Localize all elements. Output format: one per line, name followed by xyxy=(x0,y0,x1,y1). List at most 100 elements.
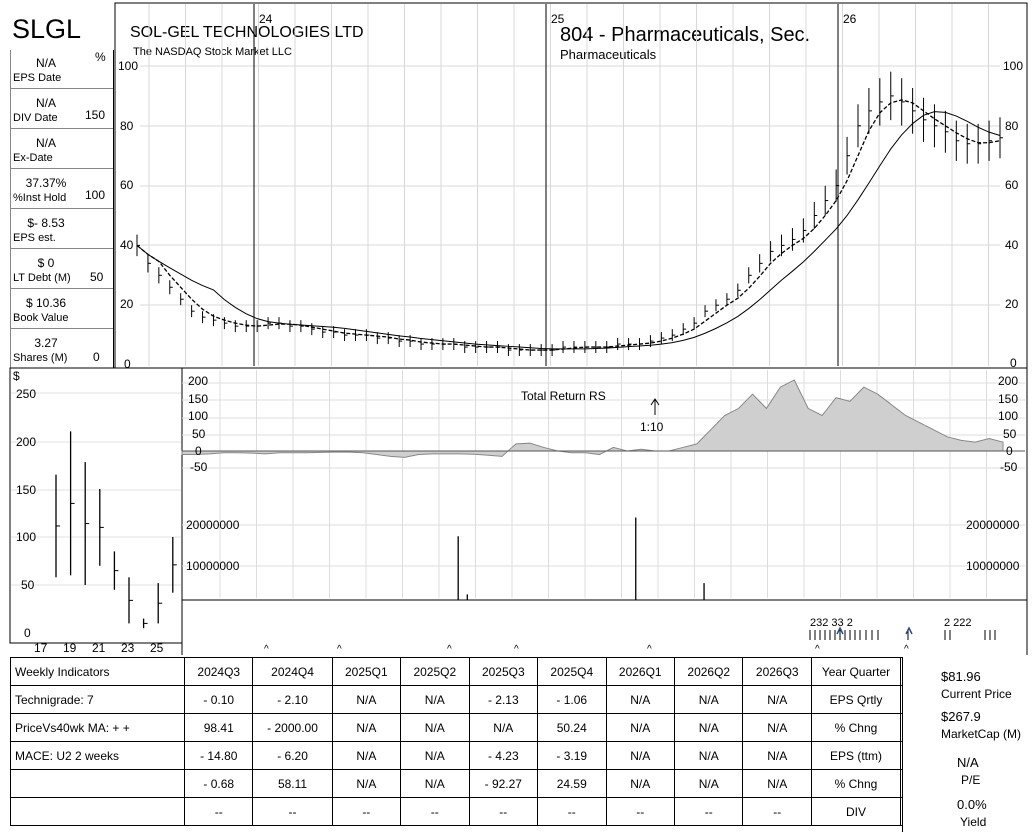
exchange-name: The NASDAQ Stock Market LLC xyxy=(133,46,292,58)
quarter-header: 2026Q1 xyxy=(605,657,676,686)
pct-tick: 50 xyxy=(90,270,104,284)
row-label xyxy=(10,797,185,826)
table-cell: - 14.80 xyxy=(183,741,254,770)
table-cell: - 2.10 xyxy=(252,685,333,714)
stat-value: 3.27 xyxy=(34,336,58,350)
quarter-caret-icon: ^ xyxy=(647,644,652,655)
stat-book-value: $ 10.36 Book Value xyxy=(11,290,113,329)
current-price-label: Current Price xyxy=(941,687,1012,701)
table-cell: N/A xyxy=(673,685,744,714)
table-cell: N/A xyxy=(742,741,812,770)
ma40-line xyxy=(136,111,1001,350)
inset-tick: 50 xyxy=(21,578,35,592)
quarter-header: 2025Q1 xyxy=(331,657,402,686)
rs-tick-left: 100 xyxy=(188,409,208,423)
table-cell: N/A xyxy=(331,713,402,742)
metric-label: DIV xyxy=(811,797,901,826)
quarter-header: 2025Q4 xyxy=(537,657,607,686)
event-marks: 232 33 2 xyxy=(810,617,853,629)
table-cell: -- xyxy=(252,797,333,826)
table-cell: N/A xyxy=(331,769,402,798)
stat-shares: 3.27 Shares (M) xyxy=(11,330,113,368)
price-tick-right: 80 xyxy=(1005,119,1019,133)
stat-eps-date: N/A EPS Date xyxy=(11,50,113,89)
rs-tick-left: -50 xyxy=(190,460,208,474)
ticker-symbol: SLGL xyxy=(12,14,82,44)
inset-tick: 250 xyxy=(16,387,36,401)
metric-label: % Chng xyxy=(811,769,901,798)
table-cell: -- xyxy=(537,797,607,826)
stat-label: EPS Date xyxy=(13,72,62,84)
pe-value: N/A xyxy=(957,755,979,770)
pct-tick: 150 xyxy=(85,108,105,122)
price-tick-left: 40 xyxy=(120,238,134,252)
table-cell: 50.24 xyxy=(537,713,607,742)
table-row: PriceVs40wk MA: + + 98.41 - 2000.00 N/A … xyxy=(10,713,1027,742)
ma10-line xyxy=(136,99,1001,351)
table-cell: -- xyxy=(400,797,470,826)
stat-lt-debt: $ 0 LT Debt (M) xyxy=(11,250,113,289)
company-name: SOL-GEL TECHNOLOGIES LTD xyxy=(130,24,364,41)
row-label: Technigrade: 7 xyxy=(10,685,185,714)
split-label: 1:10 xyxy=(640,420,664,434)
vol-tick-left: 10000000 xyxy=(186,559,240,573)
price-tick-left: 60 xyxy=(120,178,134,192)
price-tick-right: 40 xyxy=(1005,238,1019,252)
quarter-caret-icon: ^ xyxy=(337,644,342,655)
stat-value: N/A xyxy=(35,56,56,70)
inset-tick: 100 xyxy=(16,530,36,544)
stat-value: 37.37% xyxy=(25,176,67,190)
quarter-header: 2025Q2 xyxy=(400,657,470,686)
stat-label: Book Value xyxy=(13,312,69,324)
stat-label: DIV Date xyxy=(13,112,58,124)
stat-value: $ 0 xyxy=(37,256,55,270)
event-ticks: ^ ^ ^ ^ ^ ^ ^ xyxy=(264,626,996,655)
table-row: - 0.68 58.11 N/A N/A - 92.27 24.59 N/A N… xyxy=(10,769,1027,798)
ma10-path xyxy=(136,99,1001,351)
metric-label: % Chng xyxy=(811,713,901,742)
pct-tick: 0 xyxy=(93,350,100,364)
rs-tick-right: 200 xyxy=(998,374,1018,388)
quarter-caret-icon: ^ xyxy=(264,644,269,655)
rs-tick-left: 150 xyxy=(188,392,208,406)
rs-tick-right: 50 xyxy=(1003,427,1017,441)
vol-tick-right: 20000000 xyxy=(966,518,1020,532)
inset-bars xyxy=(55,431,177,629)
stat-value: $- 8.53 xyxy=(27,216,65,230)
price-tick-left: 0 xyxy=(124,357,131,371)
table-row: -- -- -- -- -- -- -- -- -- DIV xyxy=(10,797,1027,826)
table-cell: - 2000.00 xyxy=(252,713,333,742)
price-tick-left: 100 xyxy=(118,59,138,73)
stat-ex-date: N/A Ex-Date xyxy=(11,130,113,169)
table-cell: N/A xyxy=(331,741,402,770)
quarter-header: 2024Q4 xyxy=(252,657,333,686)
rs-tick-right: 150 xyxy=(998,392,1018,406)
table-cell: - 0.10 xyxy=(183,685,254,714)
metric-header: Year Quarter xyxy=(811,657,901,686)
table-cell: N/A xyxy=(673,769,744,798)
quarter-caret-icon: ^ xyxy=(815,644,820,655)
inset-tick: 200 xyxy=(16,435,36,449)
table-cell: 24.59 xyxy=(537,769,607,798)
table-cell: N/A xyxy=(400,769,470,798)
table-cell: - 6.20 xyxy=(252,741,333,770)
rs-area-path xyxy=(181,379,1004,458)
vol-tick-right: 10000000 xyxy=(966,559,1020,573)
table-cell: N/A xyxy=(400,685,470,714)
stat-inst-hold: 37.37% %Inst Hold xyxy=(11,170,113,209)
market-cap: $267.9 xyxy=(941,709,981,724)
table-row: Technigrade: 7 - 0.10 - 2.10 N/A N/A - 2… xyxy=(10,685,1027,714)
quarter-caret-icon: ^ xyxy=(904,644,909,655)
inset-x-label: 21 xyxy=(92,641,106,655)
row-label: PriceVs40wk MA: + + xyxy=(10,713,185,742)
market-cap-label: MarketCap (M) xyxy=(941,727,1022,741)
stat-label: Ex-Date xyxy=(13,152,53,164)
price-tick-right: 100 xyxy=(1003,59,1023,73)
stats-column: N/A EPS Date N/A DIV Date N/A Ex-Date 37.37… xyxy=(10,50,114,368)
rs-tick-right: 0 xyxy=(1006,444,1013,458)
pe-label: P/E xyxy=(961,773,981,787)
year-label: 26 xyxy=(843,12,857,26)
price-tick-right: 0 xyxy=(1010,356,1017,370)
quarter-header: 2024Q3 xyxy=(183,657,254,686)
price-tick-left: 20 xyxy=(120,297,134,311)
